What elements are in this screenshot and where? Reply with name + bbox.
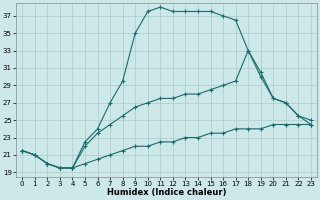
X-axis label: Humidex (Indice chaleur): Humidex (Indice chaleur) (107, 188, 226, 197)
